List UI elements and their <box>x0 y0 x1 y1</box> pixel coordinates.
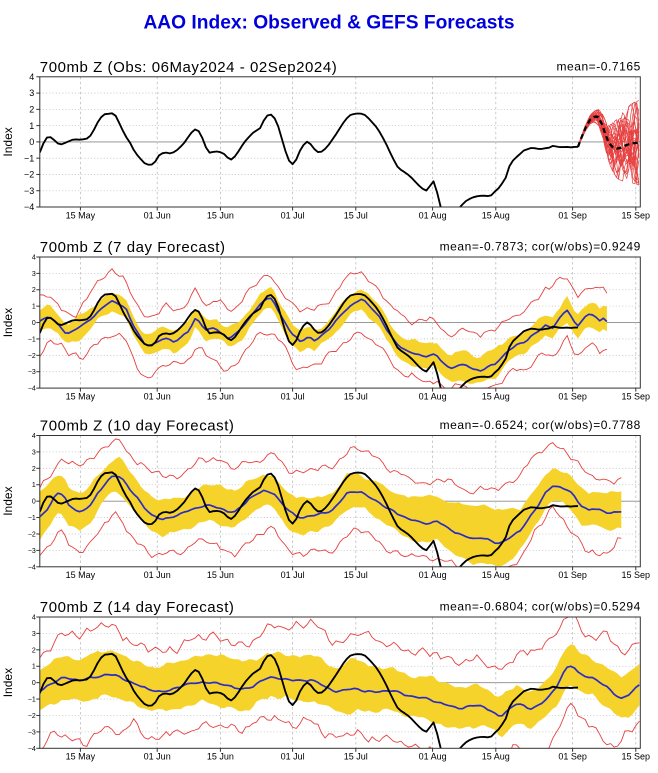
svg-text:−4: −4 <box>28 386 36 393</box>
svg-text:15 Jun: 15 Jun <box>207 391 234 401</box>
svg-text:15 Jun: 15 Jun <box>207 570 234 580</box>
svg-text:15 Aug: 15 Aug <box>482 210 510 220</box>
svg-text:15 Aug: 15 Aug <box>482 391 510 401</box>
svg-text:−4: −4 <box>28 564 36 571</box>
svg-text:3: 3 <box>32 631 36 638</box>
svg-text:700mb Z (10 day Forecast): 700mb Z (10 day Forecast) <box>40 418 235 435</box>
svg-text:1: 1 <box>29 121 34 131</box>
svg-text:−2: −2 <box>28 531 36 538</box>
svg-text:15 Jul: 15 Jul <box>344 210 368 220</box>
svg-text:4: 4 <box>32 433 36 440</box>
svg-text:15 Jul: 15 Jul <box>344 570 368 580</box>
svg-text:0: 0 <box>29 137 34 147</box>
svg-text:−4: −4 <box>24 202 34 212</box>
svg-text:01 Jul: 01 Jul <box>281 210 305 220</box>
svg-text:4: 4 <box>32 614 36 621</box>
svg-text:01 Jun: 01 Jun <box>144 752 171 762</box>
svg-text:700mb Z (Obs: 06May2024 - 02Se: 700mb Z (Obs: 06May2024 - 02Sep2024) <box>40 59 337 76</box>
svg-text:15 Aug: 15 Aug <box>482 752 510 762</box>
svg-text:15 Jun: 15 Jun <box>207 210 234 220</box>
svg-text:−1: −1 <box>28 697 36 704</box>
svg-text:1: 1 <box>32 304 36 311</box>
svg-text:0: 0 <box>32 499 36 506</box>
svg-text:−2: −2 <box>28 353 36 360</box>
svg-text:15 May: 15 May <box>66 752 96 762</box>
svg-text:mean=-0.7873; cor(w/obs)=0.924: mean=-0.7873; cor(w/obs)=0.9249 <box>440 240 641 254</box>
svg-text:3: 3 <box>32 449 36 456</box>
svg-text:−1: −1 <box>28 515 36 522</box>
svg-text:−2: −2 <box>28 713 36 720</box>
svg-text:01 Jun: 01 Jun <box>144 391 171 401</box>
svg-text:01 Jul: 01 Jul <box>281 391 305 401</box>
svg-text:15 May: 15 May <box>66 570 96 580</box>
svg-text:01 Sep: 01 Sep <box>558 752 587 762</box>
svg-text:0: 0 <box>32 680 36 687</box>
svg-text:15 Aug: 15 Aug <box>482 570 510 580</box>
svg-text:2: 2 <box>32 466 36 473</box>
svg-text:Index: Index <box>1 486 15 515</box>
svg-text:01 Aug: 01 Aug <box>419 210 447 220</box>
svg-text:15 May: 15 May <box>66 210 96 220</box>
svg-text:−2: −2 <box>24 170 34 180</box>
svg-text:15 Sep: 15 Sep <box>622 210 651 220</box>
svg-text:01 Sep: 01 Sep <box>558 570 587 580</box>
svg-text:01 Sep: 01 Sep <box>558 391 587 401</box>
svg-text:15 Sep: 15 Sep <box>622 752 651 762</box>
svg-text:01 Aug: 01 Aug <box>419 570 447 580</box>
svg-text:15 Sep: 15 Sep <box>622 570 651 580</box>
svg-text:3: 3 <box>32 271 36 278</box>
svg-text:4: 4 <box>32 254 36 261</box>
svg-text:mean=-0.6524; cor(w/obs)=0.778: mean=-0.6524; cor(w/obs)=0.7788 <box>440 418 641 432</box>
svg-text:01 Jun: 01 Jun <box>144 210 171 220</box>
svg-text:01 Aug: 01 Aug <box>419 391 447 401</box>
svg-text:−1: −1 <box>24 153 34 163</box>
svg-text:−1: −1 <box>28 336 36 343</box>
svg-text:−3: −3 <box>28 729 36 736</box>
svg-text:−3: −3 <box>24 186 34 196</box>
svg-text:mean=-0.7165: mean=-0.7165 <box>556 59 640 73</box>
svg-text:Index: Index <box>1 668 15 697</box>
svg-text:−3: −3 <box>28 548 36 555</box>
svg-text:15 Jul: 15 Jul <box>344 391 368 401</box>
svg-text:1: 1 <box>32 482 36 489</box>
svg-text:15 Jun: 15 Jun <box>207 752 234 762</box>
svg-text:4: 4 <box>29 72 34 82</box>
svg-text:2: 2 <box>32 287 36 294</box>
svg-text:2: 2 <box>29 105 34 115</box>
svg-text:01 Jun: 01 Jun <box>144 570 171 580</box>
svg-text:3: 3 <box>29 88 34 98</box>
svg-text:0: 0 <box>32 320 36 327</box>
svg-text:1: 1 <box>32 664 36 671</box>
svg-text:Index: Index <box>1 127 15 156</box>
svg-text:AAO Index: Observed & GEFS For: AAO Index: Observed & GEFS Forecasts <box>143 13 514 34</box>
svg-text:700mb Z (14 day Forecast): 700mb Z (14 day Forecast) <box>40 599 235 616</box>
svg-text:15 Sep: 15 Sep <box>622 391 651 401</box>
svg-text:−4: −4 <box>28 746 36 753</box>
svg-text:01 Sep: 01 Sep <box>558 210 587 220</box>
svg-text:15 Jul: 15 Jul <box>344 752 368 762</box>
svg-text:mean=-0.6804; cor(w/obs)=0.529: mean=-0.6804; cor(w/obs)=0.5294 <box>440 600 641 614</box>
svg-text:700mb Z (7 day Forecast): 700mb Z (7 day Forecast) <box>40 239 226 256</box>
svg-text:15 May: 15 May <box>66 391 96 401</box>
svg-text:01 Aug: 01 Aug <box>419 752 447 762</box>
svg-text:Index: Index <box>1 308 15 337</box>
svg-text:−3: −3 <box>28 369 36 376</box>
svg-text:01 Jul: 01 Jul <box>281 570 305 580</box>
svg-text:2: 2 <box>32 647 36 654</box>
svg-text:01 Jul: 01 Jul <box>281 752 305 762</box>
